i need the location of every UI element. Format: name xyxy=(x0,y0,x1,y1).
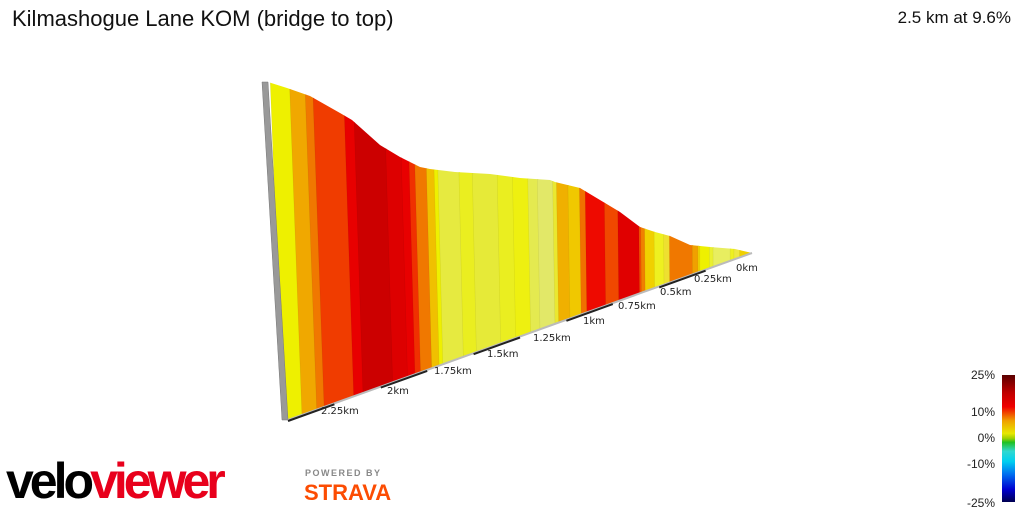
axis-tick-segment xyxy=(473,336,521,356)
gradient-segment xyxy=(711,82,732,420)
gradient-segment xyxy=(309,82,359,420)
legend-label: 25% xyxy=(970,368,995,382)
x-tick-label: 0.25km xyxy=(694,274,732,285)
gradient-legend-bar xyxy=(1002,375,1015,502)
strava-logo[interactable]: STRAVA xyxy=(304,480,392,505)
gradient-segment xyxy=(340,82,369,420)
x-tick-label: 1.75km xyxy=(434,366,472,377)
legend-label: 0% xyxy=(977,431,995,445)
legend-label: 10% xyxy=(970,405,995,419)
gradient-segment xyxy=(286,82,322,420)
x-tick-label: 2km xyxy=(387,386,409,397)
gradient-segment xyxy=(667,82,695,420)
gradient-segment xyxy=(615,82,643,420)
x-tick-label: 2.25km xyxy=(321,406,359,417)
axis-tick-segment xyxy=(566,303,614,322)
segment-summary: 2.5 km at 9.6% xyxy=(897,8,1011,27)
axis-tick-segment xyxy=(287,403,335,422)
x-tick-label: 1.5km xyxy=(487,349,518,360)
gradient-segment xyxy=(301,82,330,420)
segment-title: Kilmashogue Lane KOM (bridge to top) xyxy=(12,6,394,31)
axis-tick-segment xyxy=(380,369,428,389)
x-tick-label: 0km xyxy=(736,263,758,274)
legend-label: -10% xyxy=(966,457,995,471)
x-tick-label: 1.25km xyxy=(533,333,571,344)
legend-label: -25% xyxy=(966,496,995,510)
powered-by-label: POWERED BY xyxy=(305,468,382,478)
x-tick-label: 0.75km xyxy=(618,301,656,312)
axis-tick-segment xyxy=(658,269,706,289)
veloviewer-logo[interactable]: veloviewer xyxy=(6,453,226,509)
x-tick-label: 0.5km xyxy=(660,287,691,298)
x-tick-label: 1km xyxy=(583,316,605,327)
